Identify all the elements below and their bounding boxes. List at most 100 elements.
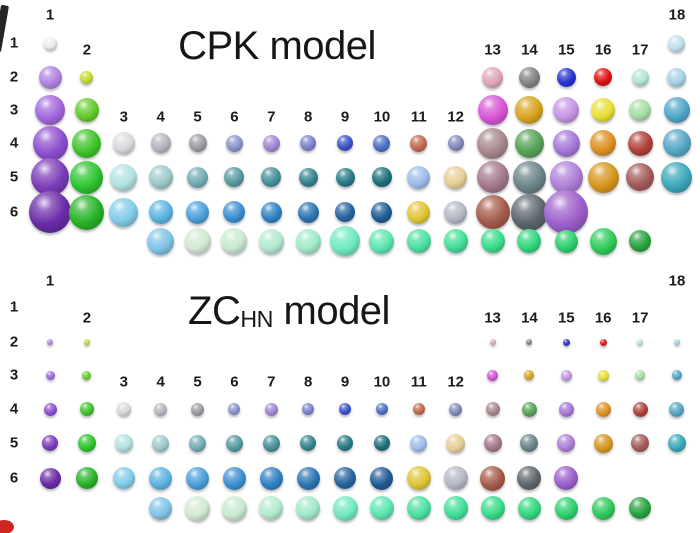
zchn-sphere-mo <box>225 434 243 452</box>
zchn-period-label-1: 1 <box>9 298 19 316</box>
cpk-sphere-zr <box>148 165 173 189</box>
zchn-sphere-mg <box>82 370 92 380</box>
cpk-period-label-1: 1 <box>9 34 19 52</box>
zchn-sphere-er <box>517 496 541 520</box>
zchn-sphere-lu <box>629 497 652 519</box>
zchn-group-label-14: 14 <box>521 309 538 327</box>
cpk-sphere-y <box>110 163 138 191</box>
cpk-sphere-er <box>517 229 542 253</box>
cpk-group-label-7: 7 <box>267 108 276 126</box>
cpk-group-label-8: 8 <box>303 108 313 126</box>
zchn-group-label-1: 1 <box>45 272 55 290</box>
cpk-sphere-zn <box>447 135 464 151</box>
cpk-sphere-pd <box>371 167 392 187</box>
zchn-group-label-12: 12 <box>447 373 465 391</box>
cpk-sphere-au <box>407 200 431 224</box>
cpk-sphere-ga <box>477 127 509 159</box>
zchn-group-label-4: 4 <box>156 373 165 391</box>
cpk-sphere-eu <box>330 226 361 256</box>
zchn-sphere-tc <box>262 434 280 452</box>
cpk-sphere-si <box>515 96 544 124</box>
cpk-sphere-ru <box>298 167 318 187</box>
zchn-group-label-18: 18 <box>668 272 686 290</box>
cpk-sphere-sb <box>549 160 583 194</box>
cpk-sphere-o <box>594 68 613 86</box>
zchn-sphere-tl <box>480 465 506 491</box>
cpk-sphere-rh <box>335 167 355 187</box>
title-cpk-suffix: model <box>258 24 376 68</box>
cpk-sphere-sm <box>295 228 321 254</box>
cpk-sphere-sn <box>512 160 546 194</box>
zchn-sphere-sc <box>116 402 131 416</box>
zchn-group-label-17: 17 <box>631 309 649 327</box>
zchn-sphere-ca <box>79 402 94 416</box>
cpk-sphere-h <box>43 36 57 50</box>
cpk-sphere-ne <box>667 67 687 87</box>
zchn-period-label-4: 4 <box>9 400 19 418</box>
zchn-sphere-p <box>560 369 572 381</box>
cpk-sphere-yb <box>589 227 617 255</box>
cpk-group-label-13: 13 <box>484 41 501 59</box>
zchn-sphere-in <box>483 434 502 452</box>
cpk-group-label-15: 15 <box>557 41 575 59</box>
zchn-sphere-zn <box>449 402 463 416</box>
zchn-sphere-pr <box>185 495 211 521</box>
zchn-sphere-ba <box>75 467 98 489</box>
zchn-sphere-c <box>526 339 533 345</box>
zchn-sphere-br <box>632 401 648 417</box>
zchn-sphere-gd <box>369 496 394 520</box>
zchn-sphere-ge <box>521 401 537 417</box>
zchn-group-label-13: 13 <box>484 309 501 327</box>
zchn-sphere-kr <box>669 401 685 417</box>
cpk-sphere-li <box>38 65 62 89</box>
zchn-sphere-cr <box>228 403 241 415</box>
zchn-sphere-as <box>558 401 574 417</box>
cpk-sphere-gd <box>369 228 395 254</box>
cpk-sphere-sr <box>70 160 104 194</box>
title-zchn-prefix: ZC <box>188 289 241 333</box>
cpk-sphere-mg <box>74 98 99 122</box>
cpk-period-label-2: 2 <box>9 68 19 86</box>
cpk-sphere-pb <box>510 193 548 231</box>
zchn-sphere-ni <box>375 403 388 415</box>
cpk-sphere-al <box>477 95 508 125</box>
zchn-sphere-f <box>637 339 644 345</box>
zchn-sphere-ce <box>149 496 173 520</box>
zchn-sphere-sb <box>557 434 576 452</box>
zchn-sphere-si <box>524 370 535 380</box>
zchn-sphere-ta <box>186 466 210 490</box>
zchn-sphere-eu <box>332 495 358 521</box>
zchn-sphere-te <box>593 433 613 453</box>
zchn-sphere-co <box>339 403 352 415</box>
zchn-sphere-ru <box>300 435 317 451</box>
zchn-group-label-8: 8 <box>303 373 313 391</box>
cpk-sphere-p <box>553 97 580 123</box>
cpk-sphere-mo <box>224 167 245 187</box>
zchn-sphere-cd <box>446 433 466 453</box>
cpk-sphere-f <box>631 68 649 86</box>
zchn-sphere-o <box>599 338 607 346</box>
zchn-period-label-5: 5 <box>9 434 19 452</box>
zchn-sphere-k <box>43 402 57 416</box>
cpk-sphere-lu <box>629 230 652 252</box>
cpk-sphere-pt <box>371 201 393 223</box>
cpk-group-label-1: 1 <box>45 6 55 24</box>
title-zchn-subscript: HN <box>240 305 273 332</box>
zchn-sphere-sn <box>520 434 539 452</box>
cpk-sphere-ir <box>335 202 356 222</box>
cpk-sphere-la <box>109 197 139 227</box>
cpk-sphere-s <box>591 98 616 122</box>
cpk-sphere-bi <box>544 190 589 234</box>
cpk-sphere-ni <box>373 134 391 152</box>
zchn-sphere-ne <box>673 339 680 345</box>
cpk-sphere-tl <box>475 195 510 229</box>
cpk-group-label-5: 5 <box>193 108 202 126</box>
cpk-sphere-k <box>32 125 68 161</box>
cpk-group-label-14: 14 <box>521 41 538 59</box>
cpk-group-label-12: 12 <box>447 108 465 126</box>
cpk-sphere-w <box>223 201 246 223</box>
cpk-sphere-as <box>552 129 580 157</box>
cpk-group-label-4: 4 <box>156 108 165 126</box>
zchn-sphere-ar <box>671 370 682 380</box>
